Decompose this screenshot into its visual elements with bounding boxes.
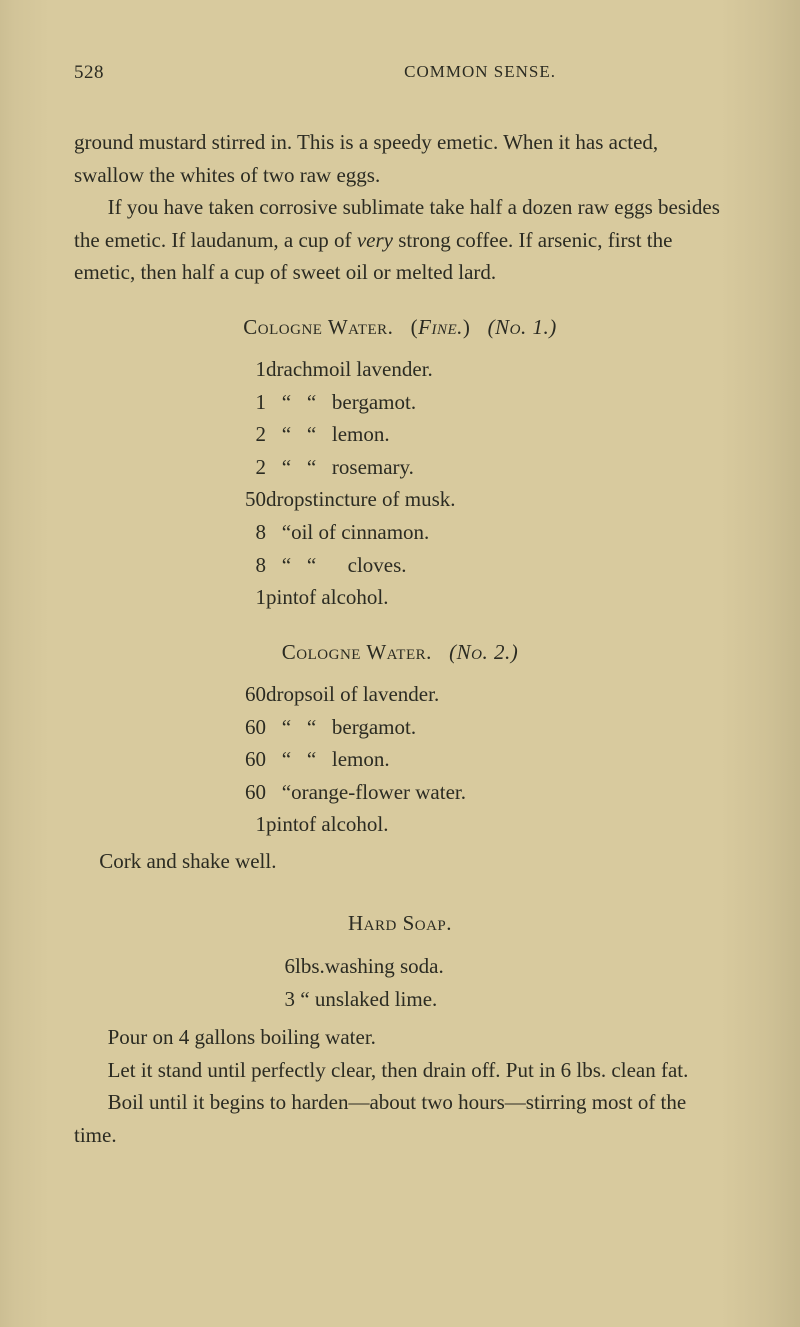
unit: drops bbox=[266, 678, 313, 711]
closing-paragraph-2: Let it stand until perfectly clear, then… bbox=[74, 1054, 726, 1087]
title-smallcaps: Cologne Water. bbox=[243, 315, 393, 339]
title-number: (No. 2.) bbox=[449, 640, 518, 664]
ingredient-row: 2 “ “ lemon. bbox=[224, 418, 726, 451]
qty: 1 bbox=[224, 386, 266, 419]
item: oil lavender. bbox=[329, 353, 433, 386]
ingredient-row: 1 pint of alcohol. bbox=[224, 808, 726, 841]
page-content: 528 COMMON SENSE. ground mustard stirred… bbox=[74, 0, 726, 1327]
running-header: 528 COMMON SENSE. bbox=[74, 62, 726, 84]
ingredients-cologne-2: 60 drops oil of lavender. 60 “ “ bergamo… bbox=[224, 678, 726, 841]
item: “ bergamot. bbox=[291, 386, 416, 419]
section-title-cologne-1: Cologne Water. (Fine.) (No. 1.) bbox=[74, 311, 726, 344]
qty: 60 bbox=[224, 776, 266, 809]
qty: 1 bbox=[224, 353, 266, 386]
item: “ bergamot. bbox=[291, 711, 416, 744]
qty: 1 bbox=[224, 581, 266, 614]
ingredient-row: 1 drachm oil lavender. bbox=[224, 353, 726, 386]
emphasis-very: very bbox=[357, 228, 393, 252]
unit: “ bbox=[266, 451, 291, 484]
item: oil of lavender. bbox=[313, 678, 440, 711]
qty: 60 bbox=[224, 678, 266, 711]
item: “ lemon. bbox=[291, 743, 390, 776]
ingredients-cologne-1: 1 drachm oil lavender. 1 “ “ bergamot. 2… bbox=[224, 353, 726, 613]
unit: “ bbox=[266, 386, 291, 419]
title-smallcaps: Hard Soap. bbox=[348, 911, 452, 935]
ingredient-row: 6 lbs. washing soda. bbox=[274, 950, 726, 983]
paragraph-1: ground mustard stirred in. This is a spe… bbox=[74, 126, 726, 191]
unit: “ bbox=[295, 983, 310, 1016]
page-shadow-left bbox=[0, 0, 50, 1327]
unit: pint bbox=[266, 581, 299, 614]
item: of alcohol. bbox=[299, 808, 389, 841]
qty: 8 bbox=[224, 516, 266, 549]
unit: “ bbox=[266, 549, 291, 582]
cork-instruction: Cork and shake well. bbox=[74, 845, 726, 878]
item: orange-flower water. bbox=[291, 776, 466, 809]
title-smallcaps: Cologne Water. bbox=[282, 640, 432, 664]
qty: 3 bbox=[274, 983, 295, 1016]
qty: 6 bbox=[274, 950, 295, 983]
unit: “ bbox=[266, 418, 291, 451]
item: of alcohol. bbox=[299, 581, 389, 614]
item: washing soda. bbox=[325, 950, 444, 983]
title-number: (No. 1.) bbox=[488, 315, 557, 339]
ingredient-row: 1 “ “ bergamot. bbox=[224, 386, 726, 419]
unit: drops bbox=[266, 483, 313, 516]
item: unslaked lime. bbox=[310, 983, 438, 1016]
ingredient-row: 60 “ “ bergamot. bbox=[224, 711, 726, 744]
page-number: 528 bbox=[74, 62, 104, 84]
item: oil of cinnamon. bbox=[291, 516, 429, 549]
ingredient-row: 3 “ unslaked lime. bbox=[274, 983, 726, 1016]
unit: “ bbox=[266, 711, 291, 744]
qty: 2 bbox=[224, 418, 266, 451]
ingredient-row: 8 “ oil of cinnamon. bbox=[224, 516, 726, 549]
ingredient-row: 60 “ “ lemon. bbox=[224, 743, 726, 776]
ingredient-row: 8 “ “ cloves. bbox=[224, 549, 726, 582]
qty: 8 bbox=[224, 549, 266, 582]
section-title-hard-soap: Hard Soap. bbox=[74, 907, 726, 940]
unit: “ bbox=[266, 516, 291, 549]
unit: pint bbox=[266, 808, 299, 841]
title-italic: Fine. bbox=[418, 315, 463, 339]
qty: 60 bbox=[224, 743, 266, 776]
section-title-cologne-2: Cologne Water. (No. 2.) bbox=[74, 636, 726, 669]
ingredient-row: 60 drops oil of lavender. bbox=[224, 678, 726, 711]
item: “ lemon. bbox=[291, 418, 390, 451]
item: “ cloves. bbox=[291, 549, 406, 582]
closing-paragraph-1: Pour on 4 gallons boiling water. bbox=[74, 1021, 726, 1054]
ingredient-row: 1 pint of alcohol. bbox=[224, 581, 726, 614]
body-text: ground mustard stirred in. This is a spe… bbox=[74, 126, 726, 1151]
item: “ rosemary. bbox=[291, 451, 414, 484]
unit: drachm bbox=[266, 353, 329, 386]
qty: 1 bbox=[224, 808, 266, 841]
ingredient-row: 50 drops tincture of musk. bbox=[224, 483, 726, 516]
running-title: COMMON SENSE. bbox=[404, 62, 556, 84]
closing-paragraph-3: Boil until it begins to harden—about two… bbox=[74, 1086, 726, 1151]
unit: lbs. bbox=[295, 950, 325, 983]
qty: 50 bbox=[224, 483, 266, 516]
page-shadow-right bbox=[720, 0, 800, 1327]
paragraph-2: If you have taken corrosive sublimate ta… bbox=[74, 191, 726, 289]
unit: “ bbox=[266, 776, 291, 809]
ingredient-row: 60 “ orange-flower water. bbox=[224, 776, 726, 809]
item: tincture of musk. bbox=[313, 483, 456, 516]
qty: 60 bbox=[224, 711, 266, 744]
unit: “ bbox=[266, 743, 291, 776]
paren-close: ) bbox=[463, 315, 471, 339]
qty: 2 bbox=[224, 451, 266, 484]
ingredients-hard-soap: 6 lbs. washing soda. 3 “ unslaked lime. bbox=[274, 950, 726, 1015]
ingredient-row: 2 “ “ rosemary. bbox=[224, 451, 726, 484]
